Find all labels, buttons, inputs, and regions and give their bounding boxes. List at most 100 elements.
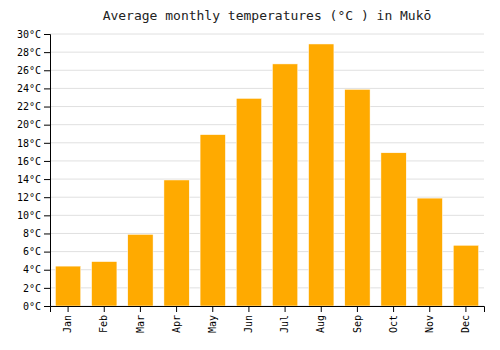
y-tick: 6°C bbox=[23, 246, 50, 257]
y-tick: 20°C bbox=[17, 119, 50, 130]
y-tick-mark bbox=[44, 107, 50, 108]
y-tick: 18°C bbox=[17, 138, 50, 149]
y-axis-line bbox=[44, 35, 51, 307]
y-tick-label: 24°C bbox=[17, 83, 41, 94]
y-tick-label: 6°C bbox=[23, 246, 41, 257]
x-tick-label: Sep bbox=[352, 315, 363, 333]
x-tick-mark bbox=[248, 306, 249, 312]
x-tick-label: May bbox=[207, 315, 218, 333]
y-tick: 24°C bbox=[17, 83, 50, 94]
chart: 0°C 2°C 4°C 6°C 8°C 10°C 12°C 14°C 16°C 18°C 20°C 2… bbox=[0, 0, 500, 350]
title: Average monthly temperatures (°C ) in Mu… bbox=[103, 8, 432, 23]
x-axis: Jan Feb Mar Apr May Jun Jul Aug Sep Oct Nov Dec bbox=[51, 306, 485, 333]
x-tick-label: Jul bbox=[279, 315, 290, 333]
bar bbox=[417, 198, 442, 306]
grid-line bbox=[50, 124, 484, 125]
y-tick: 4°C bbox=[23, 264, 50, 275]
x-tick-label: Nov bbox=[424, 315, 435, 333]
y-tick-label: 20°C bbox=[17, 119, 41, 130]
y-tick-mark bbox=[44, 197, 50, 198]
y-tick: 26°C bbox=[17, 65, 50, 76]
grid-line bbox=[50, 160, 484, 161]
y-tick: 16°C bbox=[17, 156, 50, 167]
y-tick-mark bbox=[44, 125, 50, 126]
x-tick-mark bbox=[465, 306, 466, 312]
grid-line bbox=[50, 34, 484, 35]
x-tick-label: Mar bbox=[135, 315, 146, 333]
x-tick-mark bbox=[321, 306, 322, 312]
y-tick-label: 18°C bbox=[17, 138, 41, 149]
grid-line bbox=[50, 142, 484, 143]
x-tick-label: Jun bbox=[243, 315, 254, 333]
y-tick-mark bbox=[44, 306, 50, 307]
y-tick-mark bbox=[44, 143, 50, 144]
x-tick: Jun bbox=[243, 306, 254, 333]
bar bbox=[200, 135, 225, 306]
y-tick-label: 12°C bbox=[17, 192, 41, 203]
x-tick-label: Jan bbox=[62, 315, 73, 333]
y-tick-mark bbox=[44, 34, 50, 35]
y-tick-label: 16°C bbox=[17, 156, 41, 167]
y-tick: 10°C bbox=[17, 210, 50, 221]
x-tick-label: Oct bbox=[388, 315, 399, 333]
y-tick-label: 4°C bbox=[23, 264, 41, 275]
bar bbox=[164, 180, 189, 306]
x-tick-mark bbox=[104, 306, 105, 312]
y-tick-mark bbox=[44, 52, 50, 53]
grid-line bbox=[50, 197, 484, 198]
x-tick: Apr bbox=[171, 306, 182, 333]
y-tick: 14°C bbox=[17, 174, 50, 185]
y-axis: 0°C 2°C 4°C 6°C 8°C 10°C 12°C 14°C 16°C 18°C 20°C 2… bbox=[17, 29, 51, 312]
grid-line bbox=[50, 70, 484, 71]
y-tick-label: 0°C bbox=[23, 301, 41, 312]
bars bbox=[55, 44, 478, 306]
y-tick: 8°C bbox=[23, 228, 50, 239]
grid-line bbox=[50, 106, 484, 107]
y-tick: 12°C bbox=[17, 192, 50, 203]
x-tick-mark bbox=[212, 306, 213, 312]
x-tick: Feb bbox=[98, 306, 109, 333]
x-axis-line bbox=[51, 307, 485, 313]
bar bbox=[236, 98, 261, 306]
grid-line bbox=[50, 88, 484, 89]
y-tick-mark bbox=[44, 88, 50, 89]
x-tick: Sep bbox=[352, 306, 363, 333]
x-tick: Mar bbox=[135, 306, 146, 333]
y-tick: 2°C bbox=[23, 283, 50, 294]
x-tick-mark bbox=[68, 306, 69, 312]
x-tick: Nov bbox=[424, 306, 435, 333]
x-tick-mark bbox=[140, 306, 141, 312]
x-tick: Jan bbox=[62, 306, 73, 333]
plot: 0°C 2°C 4°C 6°C 8°C 10°C 12°C 14°C 16°C 18°C 20°C 2… bbox=[17, 29, 485, 333]
bar bbox=[453, 245, 478, 306]
x-tick-mark bbox=[429, 306, 430, 312]
bar bbox=[92, 262, 117, 306]
y-tick: 30°C bbox=[17, 29, 50, 40]
y-tick-label: 28°C bbox=[17, 47, 41, 58]
x-tick-label: Aug bbox=[315, 315, 326, 333]
grid bbox=[50, 34, 484, 306]
x-tick: May bbox=[207, 306, 218, 333]
x-tick-mark bbox=[176, 306, 177, 312]
y-tick-label: 22°C bbox=[17, 101, 41, 112]
y-tick-label: 8°C bbox=[23, 228, 41, 239]
x-tick: Oct bbox=[388, 306, 399, 333]
y-tick-mark bbox=[44, 70, 50, 71]
y-tick-mark bbox=[44, 270, 50, 271]
bar bbox=[345, 89, 370, 306]
bar bbox=[272, 64, 297, 306]
x-tick-label: Feb bbox=[98, 315, 109, 333]
x-tick-mark bbox=[393, 306, 394, 312]
grid-line bbox=[50, 179, 484, 180]
y-tick: 22°C bbox=[17, 101, 50, 112]
y-tick-label: 26°C bbox=[17, 65, 41, 76]
y-tick-mark bbox=[44, 288, 50, 289]
y-tick: 0°C bbox=[23, 301, 50, 312]
x-tick: Dec bbox=[460, 306, 471, 333]
y-tick-mark bbox=[44, 252, 50, 253]
y-tick-label: 2°C bbox=[23, 283, 41, 294]
y-tick-mark bbox=[44, 161, 50, 162]
bar bbox=[55, 266, 80, 306]
y-tick-mark bbox=[44, 179, 50, 180]
bar bbox=[309, 44, 334, 306]
